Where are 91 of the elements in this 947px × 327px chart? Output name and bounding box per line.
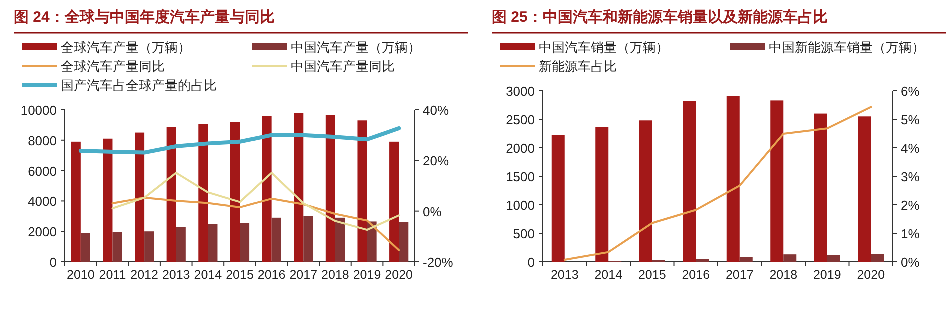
x-tick-label: 2015 bbox=[638, 268, 666, 282]
chart-title: 图 24：全球与中国年度汽车产量与同比 bbox=[14, 8, 275, 26]
y2-tick-label: 5% bbox=[901, 112, 920, 128]
x-tick-label: 2020 bbox=[857, 268, 886, 282]
x-tick-label: 2019 bbox=[353, 268, 382, 282]
bar bbox=[304, 216, 314, 262]
x-tick-label: 2019 bbox=[813, 268, 842, 282]
bar bbox=[294, 113, 304, 262]
y-tick-label: 500 bbox=[513, 226, 535, 242]
y-tick-label: 10000 bbox=[20, 103, 57, 118]
x-tick-label: 2020 bbox=[385, 268, 414, 282]
bar bbox=[208, 224, 218, 262]
y2-tick-label: 1% bbox=[901, 226, 920, 242]
line-series bbox=[564, 106, 872, 261]
x-tick-label: 2018 bbox=[322, 268, 350, 282]
legend-label: 中国汽车产量同比 bbox=[291, 59, 395, 74]
line-series bbox=[78, 126, 402, 155]
x-tick-label: 2016 bbox=[682, 268, 710, 282]
bar bbox=[770, 100, 784, 262]
bar bbox=[552, 135, 565, 262]
bar bbox=[272, 218, 282, 262]
line-series bbox=[112, 172, 400, 232]
y-tick-label: 0 bbox=[528, 255, 535, 270]
y2-tick-label: -20% bbox=[423, 255, 454, 270]
legend-label: 国产汽车占全球产量的占比 bbox=[61, 78, 217, 93]
x-tick-label: 2012 bbox=[130, 268, 158, 282]
x-tick-label: 2014 bbox=[194, 268, 222, 282]
bar bbox=[80, 233, 90, 262]
x-tick-label: 2010 bbox=[67, 268, 95, 282]
bar bbox=[683, 101, 696, 262]
y-tick-label: 6000 bbox=[28, 164, 57, 179]
bar bbox=[814, 114, 828, 262]
bar bbox=[639, 120, 652, 262]
bar bbox=[112, 232, 122, 262]
x-tick-label: 2017 bbox=[290, 268, 318, 282]
bar bbox=[166, 127, 176, 262]
bar bbox=[262, 116, 272, 262]
y2-tick-label: 6% bbox=[901, 84, 920, 99]
y2-tick-label: 3% bbox=[901, 170, 920, 184]
line-series bbox=[112, 196, 400, 252]
bar bbox=[858, 116, 872, 262]
y-tick-label: 2000 bbox=[28, 224, 57, 240]
bar bbox=[740, 257, 753, 262]
y-tick-label: 2000 bbox=[506, 141, 535, 156]
legend-label: 全球汽车产量同比 bbox=[61, 59, 165, 74]
x-tick-label: 2016 bbox=[258, 268, 286, 282]
y2-tick-label: 20% bbox=[423, 154, 450, 169]
bar bbox=[135, 132, 145, 262]
chart-title: 图 25：中国汽车和新能源车销量以及新能源车占比 bbox=[492, 8, 828, 26]
y-tick-label: 1000 bbox=[506, 198, 535, 213]
x-tick-label: 2011 bbox=[99, 268, 126, 282]
x-tick-label: 2015 bbox=[226, 268, 254, 282]
legend-label: 中国新能源车销量（万辆） bbox=[769, 40, 925, 55]
legend-label: 中国汽车产量（万辆） bbox=[291, 40, 421, 55]
bar bbox=[871, 254, 884, 262]
bar bbox=[827, 255, 840, 262]
bar bbox=[399, 222, 409, 262]
bar bbox=[596, 127, 609, 262]
bar bbox=[726, 96, 740, 262]
bar bbox=[240, 223, 250, 262]
x-tick-label: 2013 bbox=[550, 268, 579, 282]
y-tick-label: 2500 bbox=[506, 112, 535, 128]
y2-tick-label: 0% bbox=[901, 255, 920, 270]
x-tick-label: 2013 bbox=[162, 268, 190, 282]
bar bbox=[784, 254, 797, 262]
legend-label: 中国汽车销量（万辆） bbox=[539, 40, 669, 55]
y-tick-label: 3000 bbox=[506, 84, 535, 99]
bar bbox=[335, 218, 345, 262]
y2-tick-label: 2% bbox=[901, 198, 920, 213]
bar bbox=[144, 232, 154, 262]
x-tick-label: 2017 bbox=[726, 268, 754, 282]
y-tick-label: 8000 bbox=[28, 133, 57, 148]
y2-tick-label: 4% bbox=[901, 141, 920, 156]
bar bbox=[390, 142, 400, 262]
bar bbox=[696, 259, 710, 262]
bar bbox=[71, 142, 81, 262]
x-tick-label: 2014 bbox=[594, 268, 623, 282]
bar bbox=[230, 122, 240, 262]
bar bbox=[176, 227, 186, 262]
y2-tick-label: 0% bbox=[423, 204, 442, 220]
bar bbox=[103, 138, 113, 262]
bar bbox=[198, 124, 208, 262]
y-tick-label: 0 bbox=[50, 255, 57, 270]
legend-label: 新能源车占比 bbox=[539, 59, 617, 74]
bar bbox=[358, 120, 368, 262]
x-tick-label: 2018 bbox=[770, 268, 798, 282]
bar bbox=[326, 115, 336, 262]
y2-tick-label: 40% bbox=[423, 103, 450, 118]
y-tick-label: 1500 bbox=[506, 170, 535, 184]
y-tick-label: 4000 bbox=[28, 194, 57, 210]
legend-label: 全球汽车产量（万辆） bbox=[61, 40, 191, 55]
